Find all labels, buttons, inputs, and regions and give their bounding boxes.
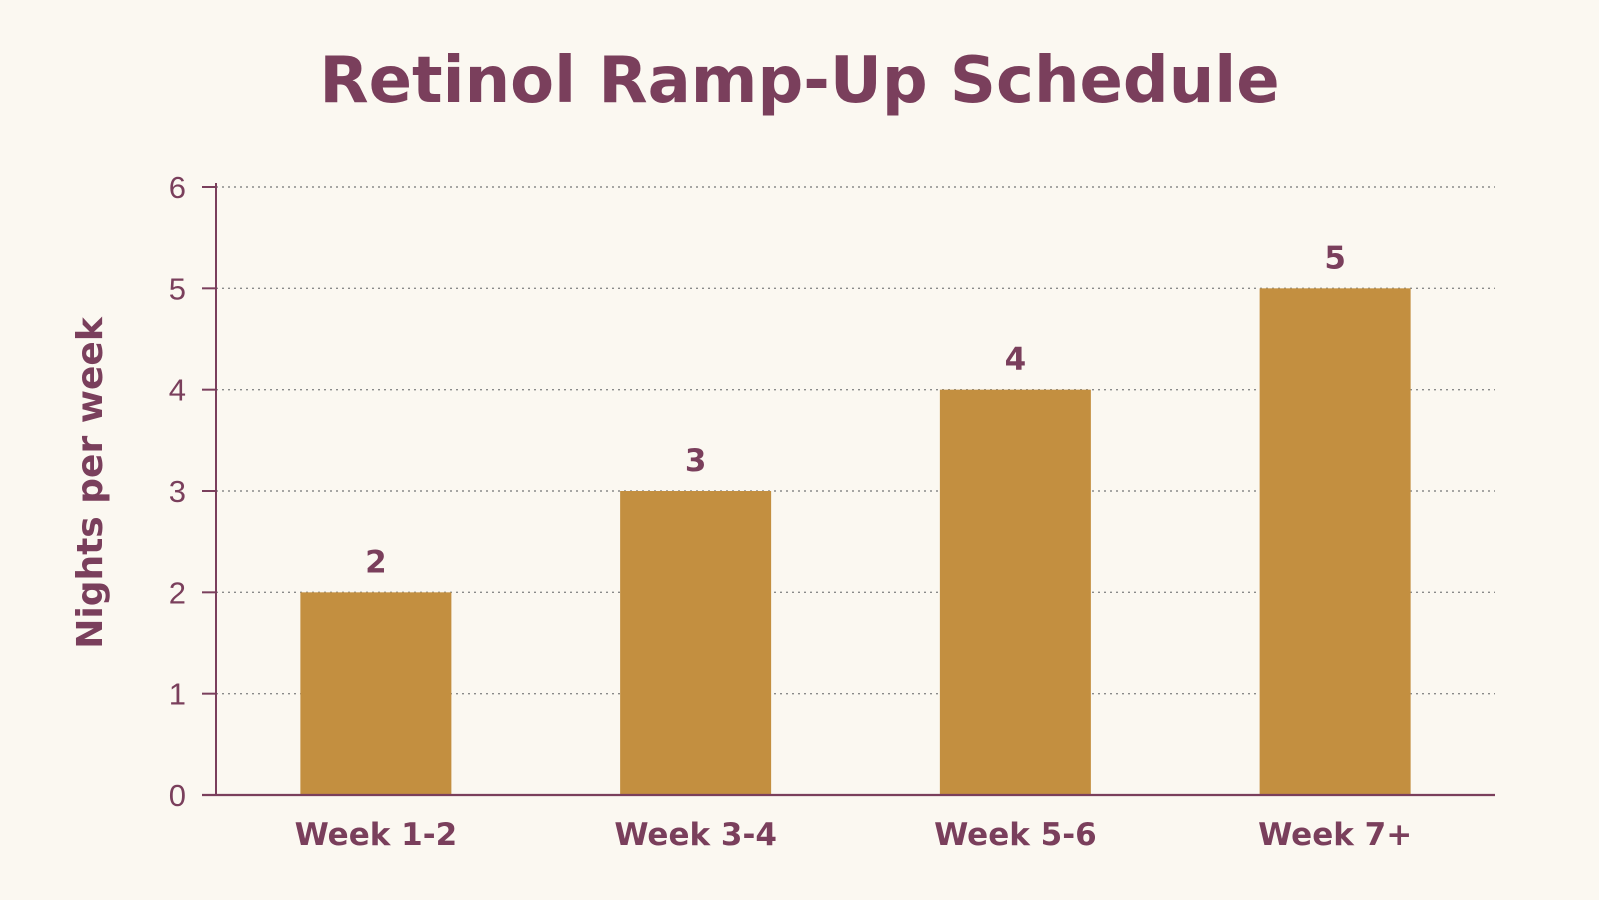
y-tick-label: 5 [169, 271, 186, 306]
bar [300, 592, 452, 795]
x-category-label: Week 3-4 [614, 817, 777, 853]
axes [202, 183, 1495, 797]
bar [1259, 288, 1411, 795]
x-category-label: Week 7+ [1258, 817, 1412, 853]
labels: 0 1 2 3 4 5 6 2 Week 1-2 3 Week 3-4 4 Week 5-6 5 Week … [169, 170, 1412, 853]
bars [300, 288, 1411, 795]
bar-value-label: 3 [685, 443, 707, 479]
y-tick-label: 6 [169, 170, 186, 205]
y-tick-label: 3 [169, 474, 186, 509]
x-category-label: Week 5-6 [934, 817, 1097, 853]
bar-value-label: 4 [1005, 342, 1027, 378]
bar-value-label: 5 [1324, 240, 1346, 276]
y-axis-title: Nights per week [70, 316, 111, 649]
bar [620, 491, 772, 795]
y-tick-label: 2 [169, 575, 186, 610]
y-tick-label: 4 [169, 373, 186, 408]
bar-value-label: 2 [365, 544, 387, 580]
bar [939, 389, 1091, 795]
chart-title: Retinol Ramp-Up Schedule [319, 44, 1280, 118]
x-category-label: Week 1-2 [295, 817, 458, 853]
y-tick-label: 0 [169, 778, 186, 813]
y-tick-label: 1 [169, 677, 186, 712]
